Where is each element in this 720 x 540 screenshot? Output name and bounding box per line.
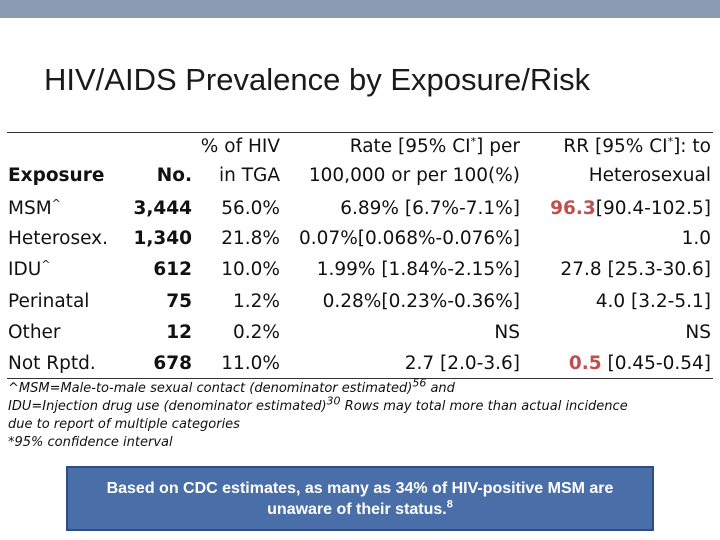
exposure-table: % of HIV in TGA Rate [95% CI*] per 100,0… xyxy=(8,134,711,374)
table-row-rr: 1.0 xyxy=(681,228,711,249)
header-no: No. xyxy=(156,165,192,186)
table-row-exposure: Perinatal xyxy=(8,291,90,312)
callout-line1: Based on CDC estimates, as many as 34% o… xyxy=(106,479,614,497)
table-row-no: 75 xyxy=(166,291,192,312)
header-rate-line2: 100,000 or per 100(%) xyxy=(308,165,520,186)
cdc-estimate-callout: Based on CDC estimates, as many as 34% o… xyxy=(66,466,654,531)
footnotes: ^MSM=Male-to-male sexual contact (denomi… xyxy=(8,376,628,452)
header-exposure: Exposure xyxy=(8,165,105,186)
footnote-rows-note: due to report of multiple categories xyxy=(8,417,240,432)
table-row-pct: 1.2% xyxy=(233,291,280,312)
table-row-rate: 2.7 [2.0-3.6] xyxy=(404,353,520,374)
table-row-rr: 96.3[90.4-102.5] xyxy=(550,198,711,219)
table-row-rate: 0.07%[0.068%-0.076%] xyxy=(299,228,520,249)
footnote-ci: *95% confidence interval xyxy=(8,435,173,450)
table-row-exposure: MSM^ xyxy=(8,196,61,219)
table-row-exposure: Heterosex. xyxy=(8,228,108,249)
table-row-no: 612 xyxy=(153,259,192,280)
footnote-idu: IDU=Injection drug use (denominator esti… xyxy=(8,394,628,414)
table-row-exposure: Other xyxy=(8,322,61,343)
table-bottom-rule xyxy=(7,378,713,379)
header-pct-line2: in TGA xyxy=(218,165,280,186)
table-row-rate: 6.89% [6.7%-7.1%] xyxy=(340,198,520,219)
table-row-rr: 4.0 [3.2-5.1] xyxy=(595,291,711,312)
header-rr-line2: Heterosexual xyxy=(588,165,711,186)
table-row-no: 1,340 xyxy=(133,228,192,249)
page-title: HIV/AIDS Prevalence by Exposure/Risk xyxy=(44,62,591,97)
table-row-pct: 0.2% xyxy=(233,322,280,343)
table-row-rr: NS xyxy=(685,322,711,343)
table-row-pct: 21.8% xyxy=(221,228,280,249)
table-row-no: 12 xyxy=(166,322,192,343)
callout-line2: unaware of their status.8 xyxy=(267,498,453,518)
table-row-pct: 11.0% xyxy=(221,353,280,374)
table-row-pct: 10.0% xyxy=(221,259,280,280)
table-row-rr: 0.5 [0.45-0.54] xyxy=(568,353,711,374)
table-row-rate: NS xyxy=(494,322,520,343)
table-row-rate: 0.28%[0.23%-0.36%] xyxy=(322,291,520,312)
table-row-pct: 56.0% xyxy=(221,198,280,219)
table-row-exposure: Not Rptd. xyxy=(8,353,96,374)
footnote-msm: ^MSM=Male-to-male sexual contact (denomi… xyxy=(8,376,455,396)
table-row-rate: 1.99% [1.84%-2.15%] xyxy=(316,259,520,280)
table-row-no: 678 xyxy=(153,353,192,374)
table-row-no: 3,444 xyxy=(133,198,192,219)
table-top-rule xyxy=(7,132,713,133)
top-accent-bar xyxy=(0,0,720,18)
header-pct: % of HIV xyxy=(200,136,280,157)
table-row-rr: 27.8 [25.3-30.6] xyxy=(560,259,711,280)
header-rr: RR [95% CI*]: to xyxy=(563,134,711,157)
table-row-exposure: IDU^ xyxy=(8,257,51,280)
header-rate: Rate [95% CI*] per xyxy=(349,134,520,157)
